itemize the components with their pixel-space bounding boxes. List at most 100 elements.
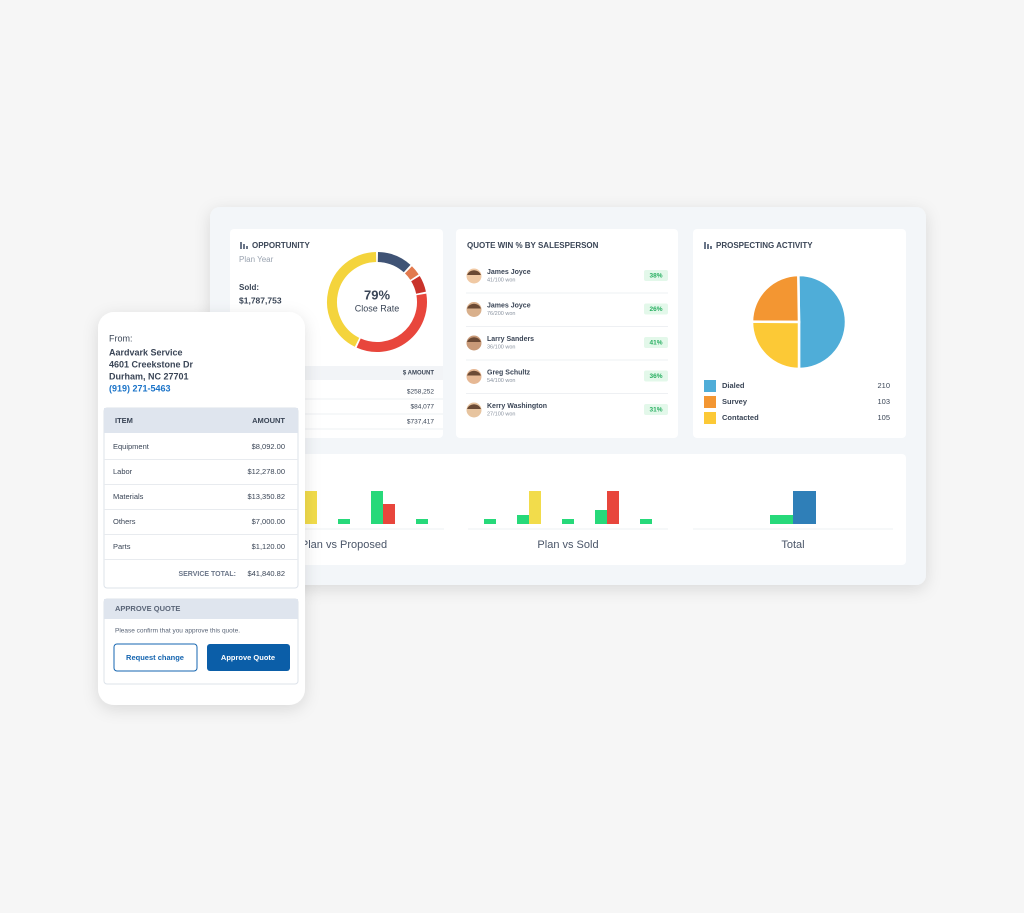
- bar: [607, 491, 619, 524]
- from-label: From:: [109, 333, 133, 343]
- donut-segment: [356, 293, 427, 352]
- bar: [793, 491, 816, 524]
- total-label: SERVICE TOTAL:: [178, 571, 236, 578]
- salesperson-name: Larry Sanders: [487, 336, 534, 343]
- bar: [640, 519, 652, 524]
- salesperson-record: 27/100 won: [487, 411, 515, 417]
- legend-label: Survey: [722, 397, 748, 406]
- pct-badge: [644, 370, 668, 382]
- icons: [240, 242, 712, 249]
- phone-content: From: Aardvark Service 4601 Creekstone Dr D…: [104, 333, 298, 662]
- pct-value: 36%: [649, 373, 662, 380]
- donut-label: Close Rate: [355, 303, 400, 313]
- pct-badge: [644, 404, 668, 415]
- card-title: PROSPECTING ACTIVITY: [716, 241, 813, 250]
- pct-value: 31%: [649, 407, 662, 414]
- card-title: QUOTE WIN % BY SALESPERSON: [467, 241, 599, 250]
- bar: [517, 515, 529, 524]
- donut-segment: [404, 266, 419, 280]
- approve-text: Please confirm that you approve this quo…: [115, 628, 240, 635]
- group-label: Plan vs Proposed: [301, 539, 387, 551]
- phone-number: (919) 271-5463: [109, 383, 171, 393]
- donut-segment: [411, 276, 426, 294]
- item-name: Labor: [113, 467, 133, 476]
- pct-value: 26%: [649, 306, 662, 313]
- legend-swatch: [704, 380, 716, 392]
- legend-value: 105: [877, 413, 890, 422]
- item-name: Materials: [113, 492, 144, 501]
- total-value: $41,840.82: [247, 569, 285, 578]
- avatar-hair: [467, 337, 481, 342]
- quote-table-header: [104, 408, 298, 433]
- legend-swatch: [704, 396, 716, 408]
- avatar-hair: [467, 270, 481, 275]
- bar: [305, 491, 317, 524]
- pct-value: 38%: [649, 273, 662, 280]
- dashboard-content: OPPORTUNITY Plan Year Sold: $1,787,753 $ AMO…: [230, 241, 893, 551]
- bar: [383, 504, 395, 524]
- bar: [484, 519, 496, 524]
- pct-value: 41%: [649, 340, 662, 347]
- approve-header: [104, 599, 298, 619]
- avatar-hair: [467, 370, 481, 376]
- column-header: $ AMOUNT: [403, 371, 434, 377]
- city: Durham, NC 27701: [109, 371, 189, 381]
- approve-label[interactable]: Approve Quote: [221, 653, 275, 662]
- approve-title: APPROVE QUOTE: [115, 604, 180, 613]
- street: 4601 Creekstone Dr: [109, 359, 194, 369]
- amount: $258,252: [407, 389, 434, 396]
- request-change-label[interactable]: Request change: [126, 653, 184, 662]
- column-header: ITEM: [115, 416, 133, 425]
- legend-label: Contacted: [722, 413, 759, 422]
- salesperson-record: 54/100 won: [487, 378, 515, 384]
- pct-badge: [644, 270, 668, 281]
- salesperson-record: 36/100 won: [487, 344, 515, 350]
- pie-slice: [750, 273, 801, 324]
- legend-swatch: [704, 412, 716, 424]
- pct-badge: [644, 303, 668, 315]
- sold-label: Sold:: [239, 283, 259, 292]
- pie-slice: [797, 273, 848, 371]
- donut-segment: [377, 252, 411, 273]
- bar: [595, 510, 607, 524]
- item-name: Others: [113, 517, 136, 526]
- legend-label: Dialed: [722, 381, 745, 390]
- item-name: Equipment: [113, 442, 150, 451]
- bar: [562, 519, 574, 524]
- pct-badge: [644, 337, 668, 348]
- company: Aardvark Service: [109, 347, 183, 357]
- item-amount: $1,120.00: [252, 542, 285, 551]
- bars-card: [230, 454, 906, 565]
- pie-slice: [750, 320, 801, 371]
- quote-card: [456, 229, 678, 438]
- column-header: AMOUNT: [252, 416, 285, 425]
- bar: [416, 519, 428, 524]
- card-title: OPPORTUNITY: [252, 241, 310, 250]
- amount: $84,077: [411, 404, 435, 411]
- salesperson-name: Kerry Washington: [487, 403, 547, 410]
- bar: [338, 519, 350, 524]
- avatar-hair: [467, 404, 481, 409]
- donut-value: 79%: [364, 287, 390, 302]
- item-name: Parts: [113, 542, 131, 551]
- group-label: Plan vs Sold: [537, 539, 598, 551]
- avatar-hair: [467, 303, 481, 309]
- salesperson-record: 76/200 won: [487, 311, 515, 317]
- group-label: Total: [781, 539, 804, 551]
- approve-button[interactable]: [207, 644, 290, 671]
- amount: $737,417: [407, 419, 434, 426]
- salesperson-name: James Joyce: [487, 302, 531, 309]
- item-amount: $8,092.00: [252, 442, 285, 451]
- subtitle: Plan Year: [239, 255, 274, 264]
- item-amount: $7,000.00: [252, 517, 285, 526]
- request-change-button[interactable]: [113, 643, 198, 672]
- salesperson-record: 41/100 won: [487, 277, 515, 283]
- bar: [770, 515, 793, 524]
- item-amount: $13,350.82: [247, 492, 285, 501]
- bar: [529, 491, 541, 524]
- item-amount: $12,278.00: [247, 467, 285, 476]
- bar: [371, 491, 383, 524]
- legend-value: 210: [877, 381, 890, 390]
